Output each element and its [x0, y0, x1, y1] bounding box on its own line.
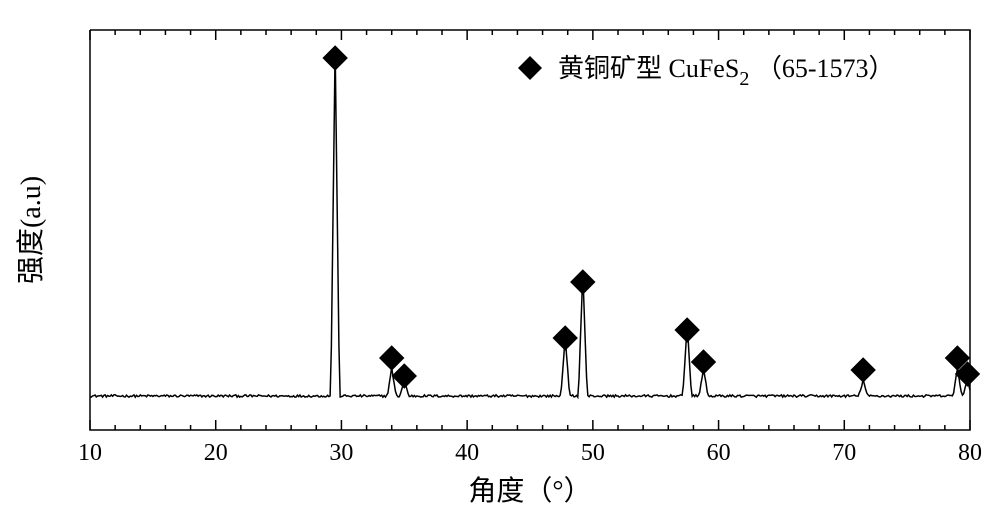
x-tick-label: 10: [78, 440, 102, 466]
x-tick-label: 60: [707, 440, 731, 466]
x-tick-label: 70: [832, 440, 856, 466]
xrd-chart-container: 1020304050607080角度（°）强度(a.u)黄铜矿型 CuFeS2 …: [0, 0, 1000, 521]
chart-svg: 1020304050607080角度（°）强度(a.u)黄铜矿型 CuFeS2 …: [0, 0, 1000, 521]
x-tick-label: 80: [958, 440, 982, 466]
x-tick-label: 20: [204, 440, 228, 466]
x-tick-label: 40: [455, 440, 479, 466]
y-axis-title: 强度(a.u): [15, 176, 47, 284]
x-tick-label: 50: [581, 440, 605, 466]
x-axis-title: 角度（°）: [468, 475, 591, 507]
x-tick-label: 30: [329, 440, 353, 466]
